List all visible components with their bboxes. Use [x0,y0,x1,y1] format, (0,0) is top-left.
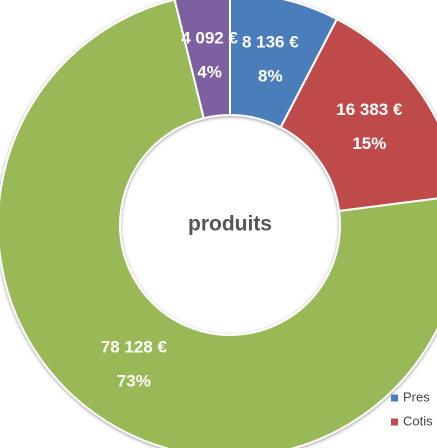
legend-swatch [391,418,398,426]
percent-label: 73% [117,372,151,391]
center-label: produits [188,213,272,236]
percent-label: 8% [258,66,283,85]
legend-label: Cotis [403,413,433,428]
legend-label: Pres [403,389,430,404]
percent-label: 4% [197,63,222,82]
percent-label: 15% [352,134,386,153]
value-label: 16 383 € [336,100,403,119]
legend-swatch [391,394,398,402]
value-label: 78 128 € [101,338,168,357]
donut-segment [173,0,231,120]
donut-segment [279,17,437,213]
value-label: 4 092 € [181,29,238,48]
value-label: 8 136 € [242,32,299,51]
